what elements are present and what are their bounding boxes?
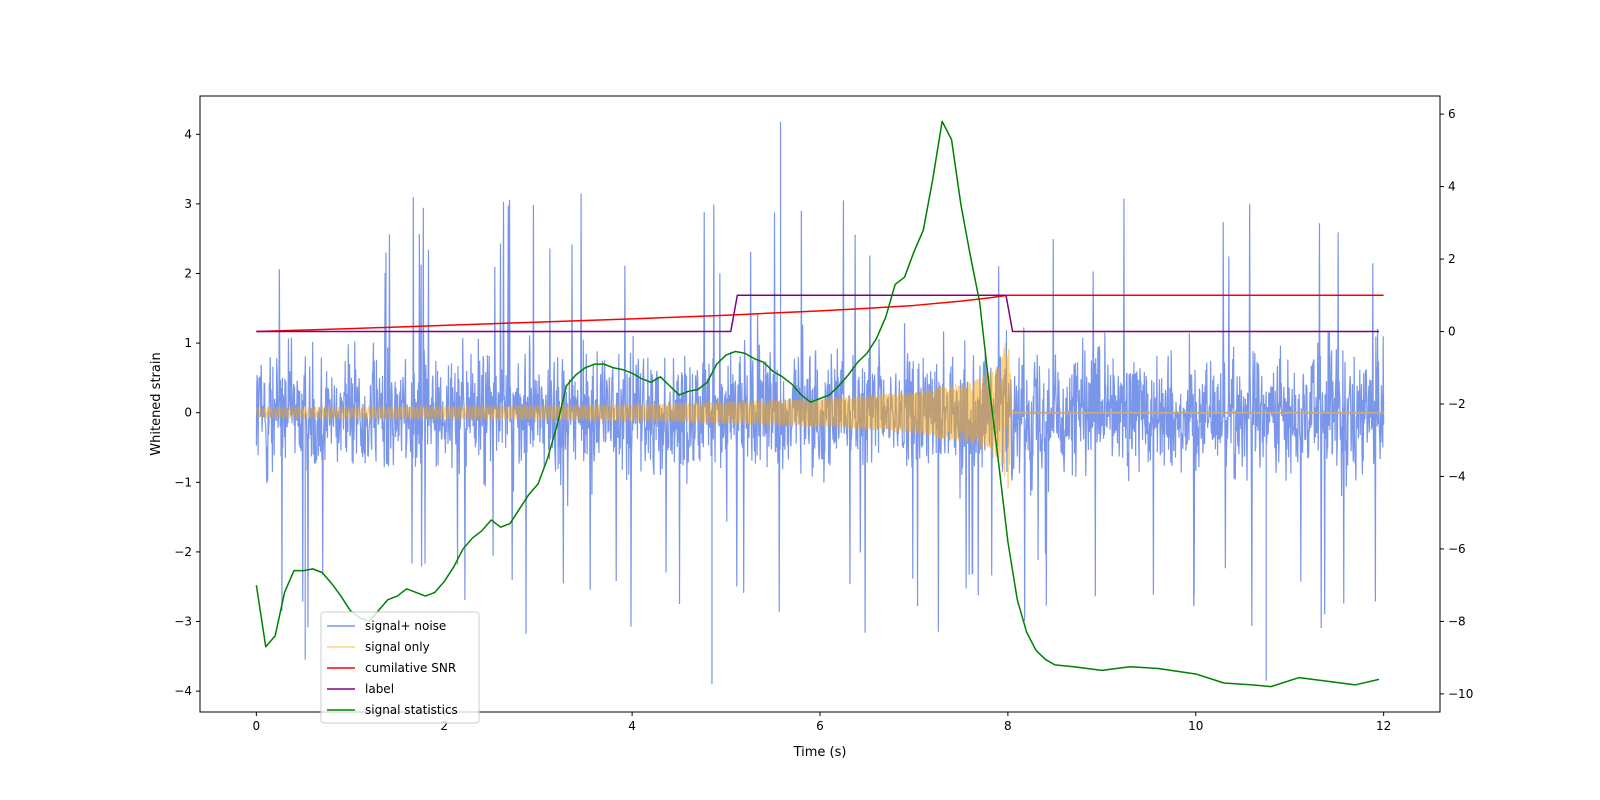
legend-label-signal-statistics: signal statistics (365, 703, 458, 717)
y-left-tick-label: 3 (184, 197, 192, 211)
y-left-tick-label: −2 (174, 545, 192, 559)
y-left-tick-label: 4 (184, 127, 192, 141)
y-right-tick-label: −6 (1448, 542, 1466, 556)
legend: signal+ noise signal only cumilative SNR la… (320, 611, 480, 724)
y-left-tick-label: 1 (184, 336, 192, 350)
y-left-tick-label: 2 (184, 266, 192, 280)
y-right-tick-label: 2 (1448, 252, 1456, 266)
y-right-tick-label: 6 (1448, 107, 1456, 121)
plot-area (255, 120, 1385, 688)
legend-label-cumilative-snr: cumilative SNR (365, 661, 456, 675)
y-axis-label: Whitened strain (149, 352, 164, 455)
y-right-tick-label: −8 (1448, 614, 1466, 628)
x-tick-label: 2 (440, 719, 448, 733)
y-left-tick-label: −3 (174, 615, 192, 629)
x-tick-label: 4 (628, 719, 636, 733)
legend-box (320, 611, 480, 724)
y-right-tick-label: 4 (1448, 180, 1456, 194)
x-tick-label: 12 (1376, 719, 1391, 733)
y-right-tick-label: −10 (1448, 687, 1473, 701)
y-left-tick-label: −1 (174, 475, 192, 489)
legend-label-signal-only: signal only (365, 640, 430, 654)
x-tick-label: 10 (1188, 719, 1203, 733)
y-left-tick-label: −4 (174, 684, 192, 698)
series-line-signal-statistics (255, 120, 1380, 688)
x-tick-label: 6 (816, 719, 824, 733)
series-line-label (256, 294, 1379, 333)
y-right-tick-label: 0 (1448, 325, 1456, 339)
x-axis-label: Time (s) (793, 745, 847, 760)
legend-label-label: label (365, 682, 394, 696)
y-right-tick-label: −2 (1448, 397, 1466, 411)
x-tick-label: 8 (1004, 719, 1012, 733)
y-left-tick-label: 0 (184, 406, 192, 420)
x-tick-label: 0 (253, 719, 261, 733)
y-right-tick-label: −4 (1448, 469, 1466, 483)
legend-label-signal-noise: signal+ noise (365, 619, 446, 633)
